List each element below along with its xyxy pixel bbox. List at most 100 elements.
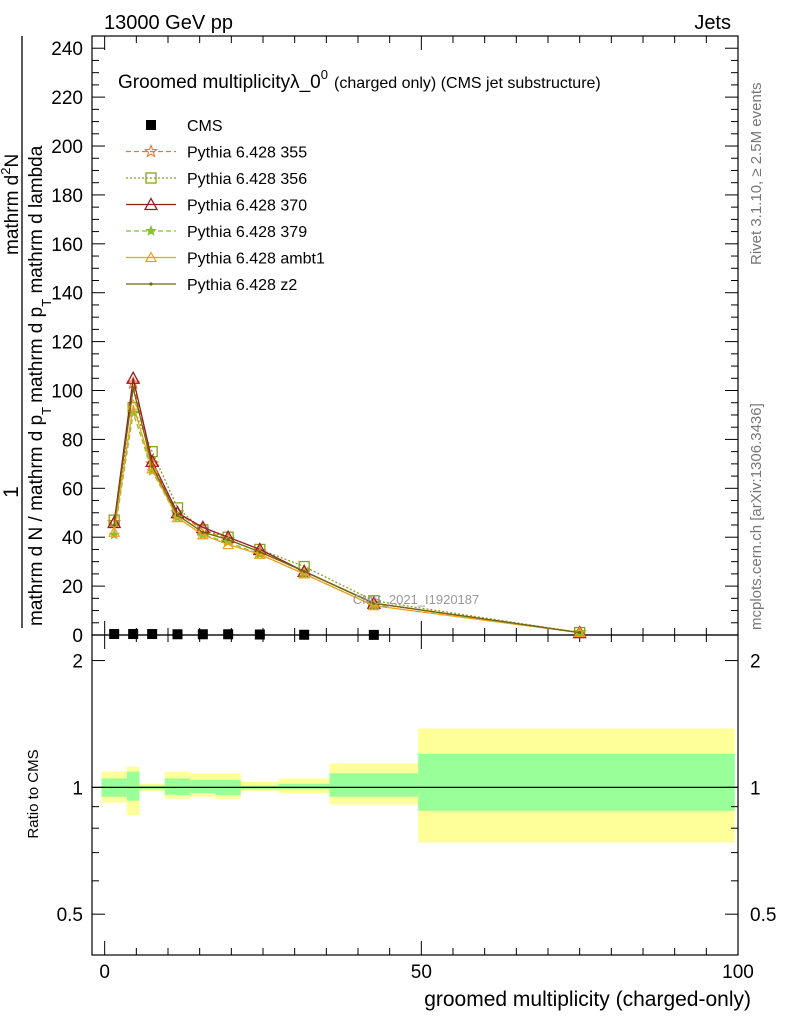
series-line-z2: [113, 387, 580, 634]
ratio-band-inner-7: [278, 783, 330, 790]
main-y-axis-label: 1 mathrm d N / mathrm d pTmathrm d pT ma…: [0, 36, 54, 628]
legend-label-p370: Pythia 6.428 370: [187, 198, 307, 215]
legend-marker-p379: [145, 225, 157, 236]
data-point-ambt1: [108, 526, 121, 537]
ratio-bands: [92, 728, 738, 843]
data-point-ambt1: [298, 567, 311, 579]
main-ytick-label: 200: [51, 137, 83, 158]
xtick-label: 100: [722, 962, 754, 983]
legend-marker-ambt1: [144, 251, 158, 263]
data-point-cms: [223, 629, 234, 640]
ratio-y-axis: 0.5 0.5 1 1 2 2: [57, 652, 777, 927]
data-point-p379: [127, 406, 139, 418]
series-line-p355: [113, 383, 580, 634]
legend-label-z2: Pythia 6.428 z2: [187, 277, 297, 294]
series-z2: [112, 386, 582, 635]
series-line-p370: [113, 378, 580, 634]
data-point-cms: [368, 629, 379, 640]
data-point-z2: [175, 513, 180, 517]
ylabel-main-numerator: mathrm d2N: [0, 154, 23, 255]
main-ytick-label: 20: [62, 577, 83, 598]
series-p370: [107, 370, 587, 639]
series-ambt1: [108, 398, 586, 638]
ratio-ytick-label-right: 2: [750, 652, 761, 673]
ratio-band-inner-4: [190, 780, 216, 793]
data-point-cms: [197, 629, 208, 640]
data-point-ambt1: [222, 538, 235, 550]
ratio-band-inner-3: [164, 778, 191, 795]
main-ytick-label: 140: [51, 284, 83, 305]
data-point-z2: [372, 601, 376, 605]
ratio-ytick-label-right: 0.5: [750, 905, 776, 926]
chart-title-main: Groomed multiplicityλ_0: [118, 72, 321, 93]
x-axis-label: groomed multiplicity (charged-only): [424, 988, 751, 1011]
data-point-z2: [226, 538, 230, 542]
rivet-version-label: Rivet 3.1.10, ≥ 2.5M events: [748, 83, 765, 266]
xtick-label: 50: [411, 962, 432, 983]
ratio-ytick-label-left: 2: [72, 652, 83, 673]
data-point-z2: [150, 464, 154, 468]
ratio-band-inner-9: [418, 754, 735, 811]
legend-marker-p370: [143, 197, 159, 211]
data-point-cms: [109, 629, 120, 640]
data-point-cms: [299, 629, 310, 640]
data-point-z2: [112, 523, 116, 527]
x-axis: 0 50 100: [99, 36, 754, 983]
legend-label-cms: CMS: [187, 118, 223, 135]
main-ytick-label: 220: [51, 88, 83, 109]
main-y-axis: 0 20 40 60 80 100 120 140 160 180 200 220 240: [51, 35, 738, 647]
data-point-cms: [128, 629, 139, 640]
xtick-label: 0: [99, 962, 110, 983]
legend-marker-cms: [146, 120, 156, 130]
data-point-ambt1: [196, 528, 209, 540]
data-point-ambt1: [146, 462, 159, 474]
series-line-ambt1: [113, 405, 580, 634]
legend-marker-p355: [143, 143, 159, 158]
data-point-z2: [578, 630, 582, 635]
data-point-z2: [258, 550, 262, 554]
ratio-panel-frame: [91, 634, 739, 956]
ratio-band-inner-1: [126, 771, 140, 801]
chart-title-suffix: (charged only) (CMS jet substructure): [334, 75, 601, 92]
legend-label-p356: Pythia 6.428 356: [187, 171, 307, 188]
main-ytick-label: 180: [51, 186, 83, 207]
legend-label-ambt1: Pythia 6.428 ambt1: [187, 251, 325, 268]
data-point-ambt1: [367, 599, 380, 611]
main-ytick-label: 240: [51, 39, 83, 60]
ratio-ytick-label-left: 1: [72, 778, 83, 799]
mcplots-label: mcplots.cern.ch [arXiv:1306.3436]: [748, 403, 765, 630]
series-p355: [107, 375, 587, 639]
ratio-band-inner-8: [329, 773, 419, 797]
main-ytick-label: 160: [51, 235, 83, 256]
ratio-y-axis-label: Ratio to CMS: [25, 749, 42, 838]
legend-marker-z2: [149, 282, 153, 286]
data-point-z2: [131, 386, 135, 390]
data-point-z2: [201, 530, 205, 534]
main-ytick-label: 40: [62, 528, 83, 549]
main-ytick-label: 60: [62, 479, 83, 500]
chart-title-sup: 0: [321, 67, 328, 82]
legend-label-p379: Pythia 6.428 379: [187, 224, 307, 241]
header-right-label: Jets: [694, 12, 731, 34]
ylabel-fraction-numerator: 1: [0, 486, 23, 498]
ylabel-fraction-denominator: mathrm d N / mathrm d pTmathrm d pT math…: [26, 145, 54, 626]
series-layer: [107, 370, 587, 640]
data-point-p370: [126, 370, 141, 384]
data-point-cms: [172, 629, 183, 640]
legend-label-p355: Pythia 6.428 355: [187, 145, 307, 162]
chart-title: Groomed multiplicityλ_00 (charged only) (…: [118, 67, 601, 93]
data-point-cms: [254, 629, 265, 640]
series-cms: [109, 629, 379, 640]
main-ytick-label: 120: [51, 333, 83, 354]
ratio-ytick-label-left: 0.5: [57, 905, 83, 926]
data-point-ambt1: [253, 548, 266, 559]
data-point-z2: [302, 569, 306, 574]
main-ytick-label: 0: [72, 626, 83, 647]
header-left-label: 13000 GeV pp: [104, 12, 233, 34]
main-ytick-label: 80: [62, 430, 83, 451]
legend: CMS Pythia 6.428 355 Pythia 6.428 356 Pythi…: [126, 118, 325, 294]
main-ytick-label: 100: [51, 382, 83, 403]
data-point-cms: [147, 629, 158, 640]
